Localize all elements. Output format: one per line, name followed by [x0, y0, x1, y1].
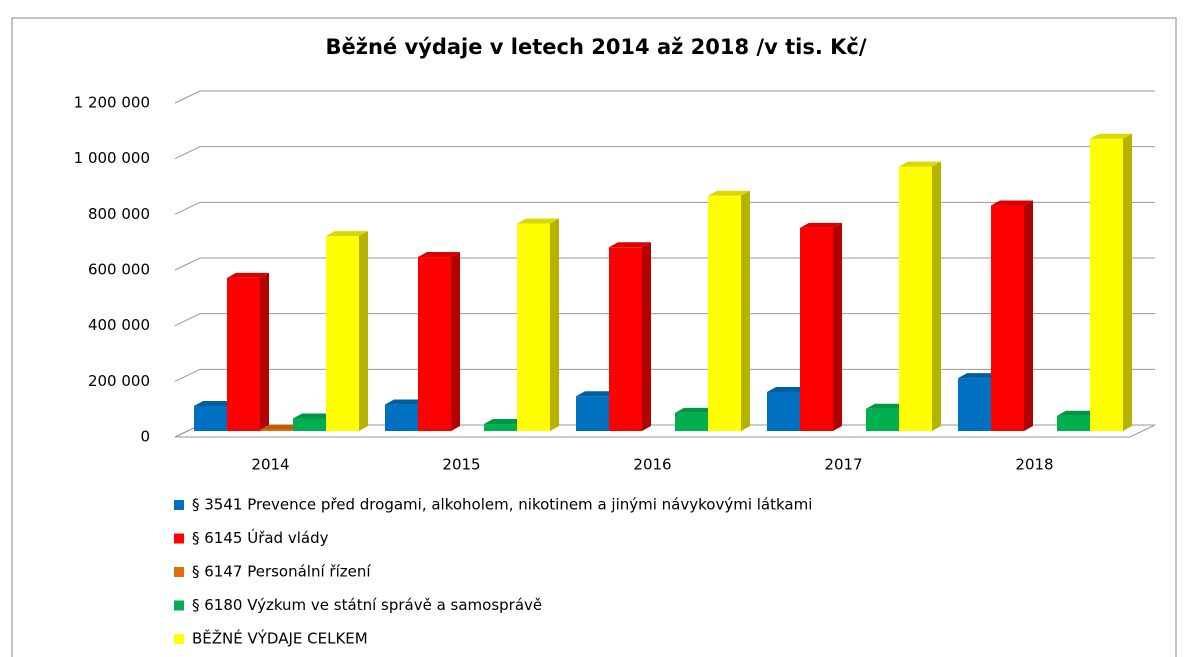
bar-top [767, 387, 809, 393]
y-tick-label: 800 000 [88, 205, 150, 223]
bar-side [1123, 133, 1132, 431]
bar-front [767, 392, 800, 431]
y-tick-label: 0 [140, 428, 150, 446]
y-tick-label: 1 200 000 [74, 94, 150, 112]
legend-swatch [174, 500, 184, 510]
bar-top [609, 242, 651, 248]
legend-swatch [174, 634, 184, 644]
bar-side [260, 272, 269, 431]
bar-front [800, 227, 833, 431]
bar-top [385, 399, 427, 405]
bar [1090, 133, 1132, 431]
bar [899, 161, 941, 432]
x-tick-label: 2016 [633, 456, 671, 474]
legend-label: BĚŽNÉ VÝDAJE CELKEM [192, 629, 368, 648]
bar [800, 222, 842, 431]
bar-front [194, 405, 227, 431]
bar-top [260, 424, 302, 430]
grid-line [174, 90, 1155, 104]
legend-swatch [174, 533, 184, 544]
bar-front [609, 247, 642, 431]
bar [517, 218, 559, 431]
bar-top [517, 218, 559, 224]
bar [418, 252, 460, 431]
y-tick-label: 200 000 [88, 372, 150, 390]
bar-front [899, 166, 932, 432]
bar-top [194, 400, 236, 406]
bar-front [958, 378, 991, 431]
bar [708, 190, 750, 431]
bar-front [293, 418, 326, 431]
bar-side [1024, 200, 1033, 431]
bar-top [991, 200, 1033, 206]
bar-side [451, 252, 460, 431]
bar-side [550, 218, 559, 431]
bar-side [932, 161, 941, 432]
bar-front [385, 404, 418, 431]
bar-top [293, 413, 335, 419]
y-tick-label: 400 000 [88, 316, 150, 334]
bar-front [866, 408, 899, 431]
bar-top [675, 407, 717, 413]
bar [326, 231, 368, 431]
bar-top [958, 373, 1000, 379]
bar-front [517, 223, 550, 431]
bar-front [1057, 415, 1090, 431]
chart-frame [11, 17, 1177, 657]
bar-top [866, 403, 908, 409]
bar-side [833, 222, 842, 431]
legend-label: § 6180 Výzkum ve státní správě a samospr… [192, 596, 542, 614]
bar-front [1090, 138, 1123, 431]
grid-line [174, 201, 1155, 215]
legend-label: § 3541 Prevence před drogami, alkoholem,… [192, 496, 812, 514]
bar-top [576, 391, 618, 397]
bar-front [227, 277, 260, 431]
bar-top [1090, 133, 1132, 139]
bar-front [675, 412, 708, 431]
bar-top [800, 222, 842, 228]
x-tick-label: 2017 [824, 456, 862, 474]
bar-top [484, 419, 526, 425]
chart-title: Běžné výdaje v letech 2014 až 2018 /v ti… [325, 35, 866, 59]
legend-swatch [174, 600, 184, 611]
bar-top [418, 252, 460, 258]
grid-line [174, 146, 1155, 160]
bar-top [227, 272, 269, 278]
bar-front [484, 424, 517, 431]
x-tick-label: 2018 [1015, 456, 1053, 474]
bar-side [359, 231, 368, 431]
bar [991, 200, 1033, 431]
bar-front [708, 195, 741, 431]
bar-top [708, 190, 750, 196]
x-tick-label: 2015 [442, 456, 480, 474]
legend-label: § 6147 Personální řízení [192, 563, 371, 581]
bar-front [260, 429, 293, 431]
x-tick-label: 2014 [251, 456, 289, 474]
bar-top [899, 161, 941, 167]
bar-top [326, 231, 368, 237]
y-tick-label: 600 000 [88, 261, 150, 279]
bar [1057, 410, 1099, 431]
bar [227, 272, 269, 431]
y-tick-label: 1 000 000 [74, 149, 150, 167]
bar-front [326, 236, 359, 431]
bar-side [642, 242, 651, 431]
legend-swatch [174, 567, 184, 577]
bar-side [741, 190, 750, 431]
legend-label: § 6145 Úřad vlády [192, 528, 329, 547]
bar-top [1057, 410, 1099, 416]
bar-front [418, 257, 451, 431]
bar-front [991, 205, 1024, 431]
bar-front [576, 396, 609, 431]
bar [609, 242, 651, 431]
